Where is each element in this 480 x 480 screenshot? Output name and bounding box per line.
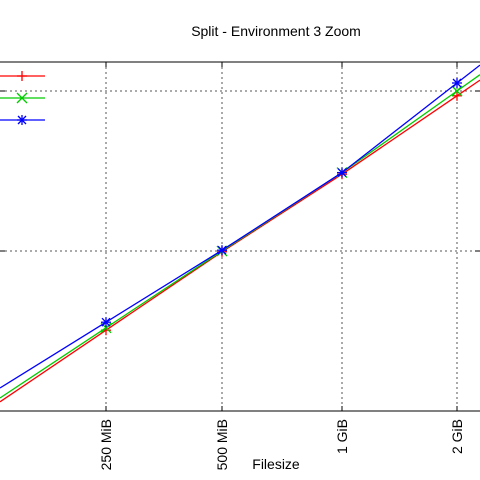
series-lines: [0, 64, 480, 403]
data-point-1-3: [451, 85, 463, 97]
series-line-1: [0, 74, 480, 399]
series-line-0: [0, 79, 480, 403]
x-axis-label: Filesize: [252, 456, 300, 472]
legend-marker-2: [17, 115, 27, 125]
data-point-2-2: [337, 167, 347, 178]
chart-title: Split - Environment 3 Zoom: [191, 23, 361, 39]
grid-lines: [0, 62, 480, 411]
series-line-2: [0, 64, 480, 389]
legend-marker-0: [17, 71, 27, 81]
data-point-2-0: [101, 317, 111, 328]
data-point-2-1: [217, 245, 227, 256]
legend: [0, 71, 45, 125]
data-point-0-3: [452, 90, 462, 101]
x-tick-label-1: 500 MiB: [214, 419, 230, 470]
x-tick-labels: 250 MiB 500 MiB 1 GiB 2 GiB: [98, 419, 465, 470]
x-tick-label-0: 250 MiB: [98, 419, 114, 470]
axes: [0, 61, 480, 412]
data-point-2-3: [452, 78, 462, 88]
legend-marker-1: [16, 92, 28, 104]
x-tick-label-3: 2 GiB: [449, 419, 465, 454]
x-tick-label-2: 1 GiB: [334, 419, 350, 454]
